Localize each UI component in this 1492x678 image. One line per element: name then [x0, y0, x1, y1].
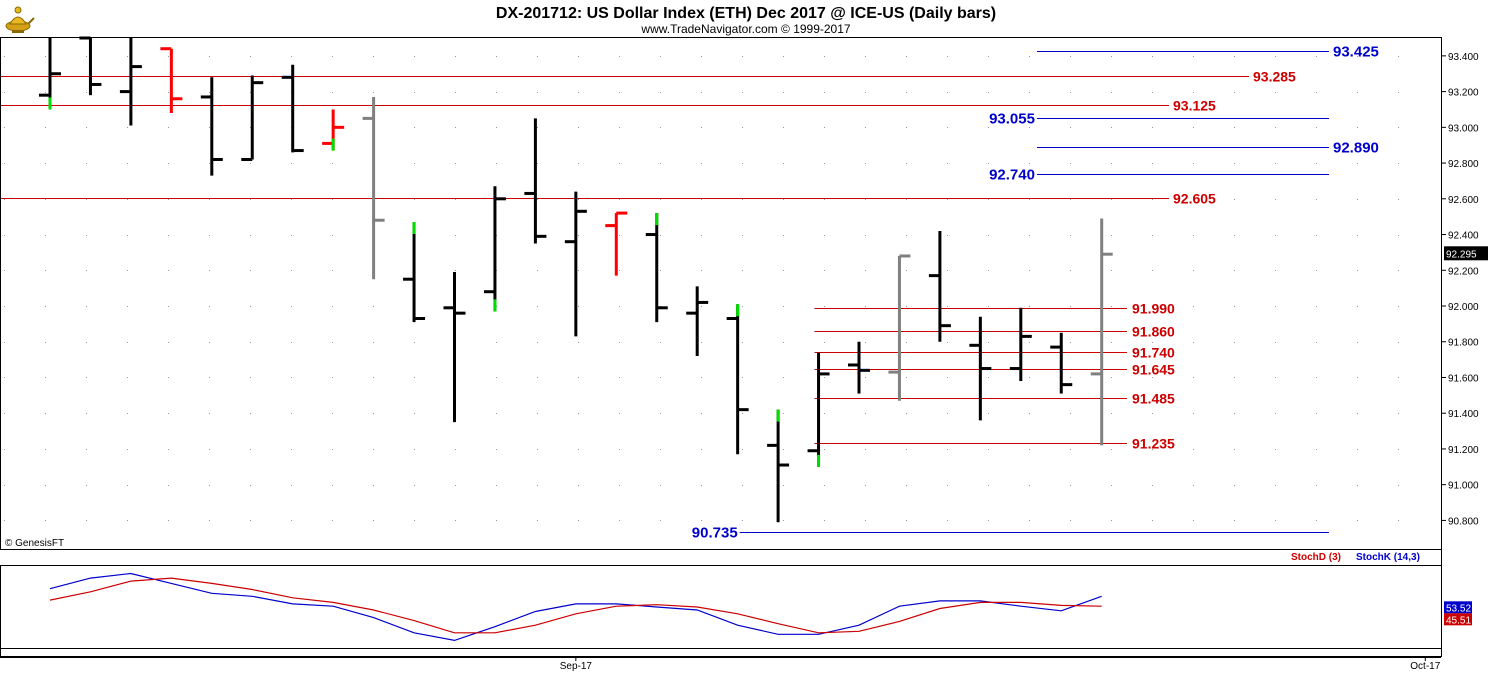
level-label: 93.285: [1253, 69, 1296, 85]
ohlc-bar: [200, 77, 223, 176]
ohlc-bar: [281, 64, 304, 153]
y-tick-label: 92.800: [1448, 159, 1479, 170]
stoch-d-line: [49, 577, 1102, 634]
ohlc-bar: [1050, 332, 1073, 394]
ohlc-bar: [241, 75, 264, 161]
ohlc-bar: [79, 36, 102, 96]
stoch-d-value-box: [1444, 613, 1472, 626]
ohlc-bar: [322, 109, 345, 151]
stoch-legend-item: StochK (14,3): [1356, 552, 1420, 563]
y-tick-label: 93.400: [1448, 52, 1479, 63]
ohlc-bar: [726, 304, 749, 455]
level-label: 93.125: [1173, 98, 1216, 114]
credit-text: © GenesisFT: [5, 538, 64, 549]
ohlc-bar: [39, 38, 61, 110]
y-tick-label: 93.200: [1448, 88, 1479, 99]
last-price-label: 92.295: [1446, 249, 1477, 260]
level-label: 93.055: [989, 111, 1035, 128]
y-tick-label: 93.000: [1448, 123, 1479, 134]
ohlc-bar: [1009, 307, 1032, 382]
ohlc-bar: [1090, 218, 1113, 446]
ohlc-bar: [119, 38, 142, 126]
stoch-legend-item: StochD (3): [1291, 552, 1341, 563]
y-tick-label: 91.400: [1448, 409, 1479, 420]
level-label: 91.645: [1132, 362, 1175, 378]
price-levels: 93.425 93.285 93.125 93.055 92.890 92.740 92.6…: [1, 44, 1379, 542]
level-label: 92.740: [989, 167, 1035, 184]
y-tick-label: 92.600: [1448, 195, 1479, 206]
genie-lamp-icon: [5, 6, 35, 33]
level-label: 92.605: [1173, 191, 1216, 207]
y-tick-label: 92.200: [1448, 266, 1479, 277]
level-label: 91.235: [1132, 436, 1175, 452]
ohlc-bar: [767, 409, 790, 523]
stoch-k-line: [49, 572, 1102, 642]
ohlc-bars: [39, 36, 1113, 523]
y-tick-label: 90.800: [1448, 516, 1479, 527]
y-tick-label: 92.000: [1448, 302, 1479, 313]
ohlc-bar: [605, 211, 628, 276]
level-label: 91.990: [1132, 301, 1175, 317]
ohlc-bar: [564, 191, 587, 337]
stoch-k-value: 53.52: [1446, 603, 1471, 614]
y-tick-label: 91.600: [1448, 373, 1479, 384]
stoch-k-value-box: [1444, 601, 1472, 614]
level-label: 90.735: [692, 525, 738, 542]
price-axis: 93.400 93.200 93.000 92.800 92.600 92.400 92.2…: [1442, 52, 1488, 527]
level-label: 91.860: [1132, 324, 1175, 340]
y-tick-label: 91.200: [1448, 445, 1479, 456]
level-label: 93.425: [1333, 44, 1379, 61]
y-tick-label: 91.800: [1448, 338, 1479, 349]
ohlc-bar: [969, 316, 992, 421]
ohlc-bar: [645, 213, 668, 323]
ohlc-bar: [888, 254, 911, 401]
ohlc-bar: [403, 222, 426, 323]
y-tick-label: 91.000: [1448, 481, 1479, 492]
chart-subtitle: www.TradeNavigator.com © 1999-2017: [640, 22, 850, 36]
x-tick-label: Oct-17: [1410, 661, 1440, 672]
stoch-d-value: 45.51: [1446, 615, 1471, 626]
chart-title: DX-201712: US Dollar Index (ETH) Dec 201…: [496, 5, 996, 22]
level-label: 91.485: [1132, 391, 1175, 407]
ohlc-bar: [524, 118, 547, 244]
ohlc-bar: [807, 352, 830, 467]
ohlc-bar: [362, 96, 385, 280]
ohlc-bar: [160, 47, 183, 114]
ohlc-bar: [848, 341, 870, 394]
x-tick-label: Sep-17: [560, 661, 593, 672]
y-tick-label: 92.400: [1448, 231, 1479, 242]
level-label: 92.890: [1333, 140, 1379, 157]
level-label: 91.740: [1132, 345, 1175, 361]
ohlc-bar: [483, 186, 506, 312]
ohlc-bar: [928, 230, 951, 342]
ohlc-bar: [443, 272, 466, 423]
time-axis: Sep-17 Oct-17: [560, 657, 1441, 672]
last-price-box: [1444, 246, 1488, 261]
ohlc-bar: [686, 286, 709, 357]
